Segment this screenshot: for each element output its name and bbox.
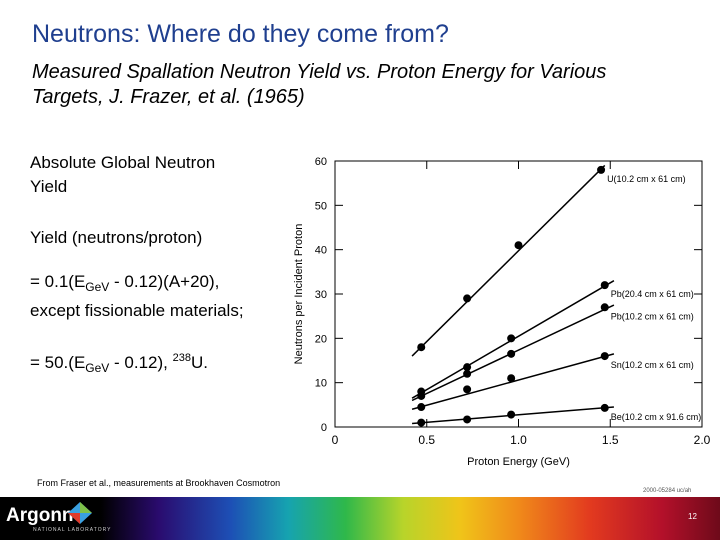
data-point — [597, 165, 606, 174]
data-point — [463, 363, 472, 372]
data-point — [417, 403, 426, 412]
data-point — [463, 369, 472, 378]
formula-part: U. — [190, 353, 208, 372]
yield-heading: Absolute Global Neutron Yield — [30, 153, 216, 196]
x-tick-label: 1.5 — [602, 433, 619, 447]
data-point — [507, 374, 516, 383]
formula-part: - 0.12)(A+20), — [109, 272, 220, 291]
argonne-mark-icon — [68, 502, 92, 524]
formula-subscript: GeV — [85, 361, 110, 375]
data-point — [600, 281, 609, 290]
formula-part: = 0.1(E — [30, 272, 86, 291]
data-point — [507, 349, 516, 358]
formula-part: - 0.12), — [109, 353, 173, 372]
yield-units: Yield (neutrons/proton) — [30, 228, 203, 247]
data-point — [600, 352, 609, 361]
x-axis-label: Proton Energy (GeV) — [467, 456, 570, 468]
formula-part: = 50.(E — [30, 353, 86, 372]
formula-superscript: 238 — [172, 352, 191, 364]
data-point — [600, 303, 609, 312]
formula-subscript: GeV — [85, 280, 110, 294]
argonne-logo: Argonne — [6, 505, 85, 526]
page-number: 12 — [688, 512, 697, 521]
data-point — [514, 241, 523, 250]
data-point — [463, 385, 472, 394]
logo-subtext: NATIONAL LABORATORY — [33, 527, 112, 533]
data-point — [417, 391, 426, 400]
data-point — [463, 294, 472, 303]
y-tick-label: 10 — [315, 378, 327, 390]
data-point — [417, 418, 426, 427]
data-point — [463, 415, 472, 424]
data-point — [417, 343, 426, 352]
data-point — [507, 334, 516, 343]
x-tick-label: 2.0 — [694, 433, 711, 447]
series-label: Sn(10.2 cm x 61 cm) — [611, 360, 694, 370]
formula-note: except fissionable materials; — [30, 301, 244, 320]
data-point — [600, 403, 609, 412]
y-tick-label: 30 — [315, 289, 327, 301]
y-tick-label: 20 — [315, 333, 327, 345]
y-tick-label: 0 — [321, 422, 327, 434]
y-tick-label: 40 — [315, 245, 327, 257]
x-tick-label: 1.0 — [510, 433, 527, 447]
slide-subtitle: Measured Spallation Neutron Yield vs. Pr… — [32, 61, 607, 108]
x-tick-label: 0 — [332, 433, 339, 447]
y-tick-label: 60 — [315, 156, 327, 168]
series-label: Pb(20.4 cm x 61 cm) — [611, 289, 694, 299]
series-label: U(10.2 cm x 61 cm) — [607, 174, 686, 184]
yield-formula-uranium: = 50.(EGeV - 0.12), 238U. — [30, 346, 208, 380]
footer-bar: Argonne NATIONAL LABORATORY 12 — [0, 497, 720, 540]
yield-formula-general: = 0.1(EGeV - 0.12)(A+20), except fission… — [30, 270, 290, 323]
series-label: Pb(10.2 cm x 61 cm) — [611, 311, 694, 321]
data-point — [507, 410, 516, 419]
series-fit-line — [411, 164, 606, 357]
slide-title: Neutrons: Where do they come from? — [32, 20, 449, 48]
figure-code: 2000-05284 uc/ah — [643, 488, 692, 494]
x-tick-label: 0.5 — [418, 433, 435, 447]
y-tick-label: 50 — [315, 200, 327, 212]
y-axis-label: Neutrons per Incident Proton — [293, 224, 305, 365]
series-label: Be(10.2 cm x 91.6 cm) — [611, 412, 702, 422]
source-credit: From Fraser et al., measurements at Broo… — [37, 478, 281, 488]
spallation-yield-chart: 0 10 20 30 40 50 60 0 0.5 1.0 1.5 2.0 Proton Energy … — [293, 156, 711, 468]
